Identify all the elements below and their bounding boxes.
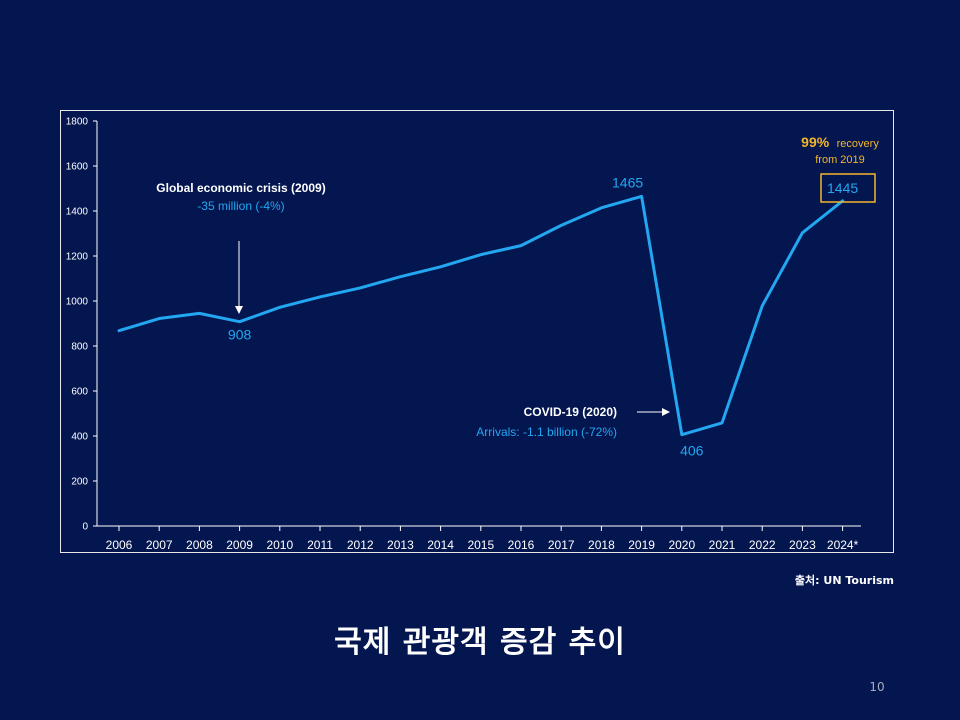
x-tick-label: 2023 — [789, 538, 816, 552]
x-tick-label: 2024* — [827, 538, 859, 552]
y-tick-label: 1600 — [66, 162, 89, 173]
y-tick-label: 1200 — [66, 252, 89, 263]
x-tick-label: 2013 — [387, 538, 414, 552]
recovery-word: recovery — [837, 138, 880, 150]
x-tick-label: 2007 — [146, 538, 173, 552]
recovery-annotation: 99% recovery — [801, 134, 879, 151]
recovery-percent: 99% — [801, 134, 830, 150]
x-tick-label: 2016 — [508, 538, 535, 552]
point-label: 406 — [680, 443, 704, 459]
x-tick-label: 2018 — [588, 538, 615, 552]
y-tick-label: 1400 — [66, 207, 89, 218]
x-axis: 2006 2007 2008 2009 2010 2011 2012 2013 2014 2015… — [97, 525, 861, 552]
x-tick-label: 2015 — [467, 538, 494, 552]
recovery-highlight-box — [820, 173, 876, 203]
series-line — [117, 194, 845, 437]
recovery-from: from 2019 — [815, 154, 865, 166]
x-tick-label: 2019 — [628, 538, 655, 552]
chart-frame: 0 200 400 600 800 1000 1200 1400 1600 1800 2006 20… — [60, 110, 894, 553]
page-number: 10 — [869, 680, 885, 694]
y-tick-label: 1800 — [66, 117, 89, 128]
point-label: 1465 — [612, 174, 643, 190]
x-tick-label: 2006 — [106, 538, 133, 552]
covid-annotation-title: COVID-19 (2020) — [524, 405, 617, 419]
x-tick-label: 2010 — [266, 538, 293, 552]
x-tick-label: 2011 — [307, 538, 333, 552]
point-label: 1445 — [827, 180, 858, 196]
x-tick-label: 2008 — [186, 538, 213, 552]
x-tick-label: 2014 — [427, 538, 454, 552]
x-tick-label: 2022 — [749, 538, 776, 552]
series-line-group — [117, 194, 845, 437]
crisis-annotation-title: Global economic crisis (2009) — [156, 181, 325, 195]
x-tick-label: 2021 — [709, 538, 736, 552]
point-label-group: 908 1465 406 1445 — [228, 174, 858, 458]
source-credit: 출처: UN Tourism — [794, 574, 894, 587]
y-tick-label: 0 — [82, 522, 88, 533]
y-tick-label: 600 — [71, 387, 88, 398]
crisis-arrowhead — [235, 306, 243, 314]
x-tick-label: 2017 — [548, 538, 575, 552]
y-tick-label: 400 — [71, 432, 88, 443]
covid-annotation-detail: Arrivals: -1.1 billion (-72%) — [476, 425, 617, 439]
y-tick-label: 1000 — [66, 297, 89, 308]
x-tick-label: 2012 — [347, 538, 374, 552]
y-tick-label: 200 — [71, 477, 88, 488]
y-axis: 0 200 400 600 800 1000 1200 1400 1600 1800 — [66, 117, 98, 533]
covid-arrowhead — [662, 408, 670, 416]
y-tick-label: 800 — [71, 342, 88, 353]
crisis-annotation-detail: -35 million (-4%) — [197, 199, 284, 213]
slide-title: 국제 관광객 증감 추이 — [334, 625, 626, 660]
x-tick-label: 2020 — [668, 538, 695, 552]
x-tick-label: 2009 — [226, 538, 253, 552]
point-label: 908 — [228, 327, 252, 343]
